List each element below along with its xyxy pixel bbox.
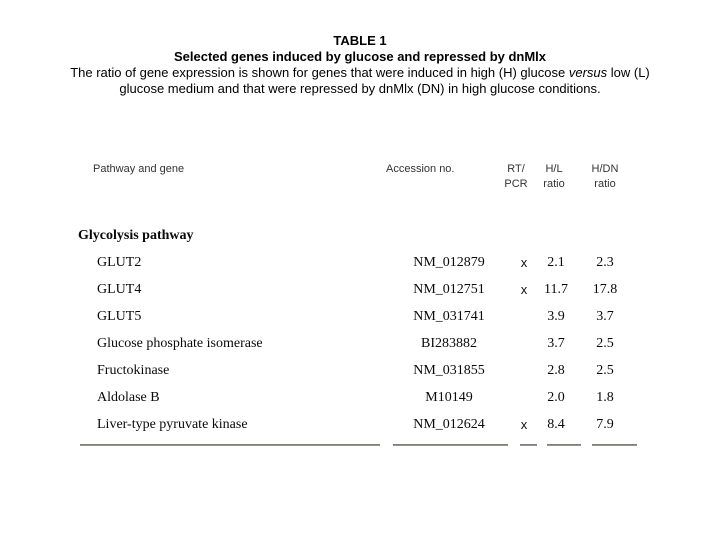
accession-no: NM_031741 <box>413 309 485 324</box>
rule-hl-column <box>547 444 581 446</box>
rule-hdn-column <box>592 444 637 446</box>
caption-versus-italic: versus <box>568 65 608 80</box>
table-row: Fructokinase NM_031855 2.8 2.5 <box>0 357 720 384</box>
rt-pcr-mark: x <box>520 417 528 432</box>
table-caption-line1: The ratio of gene expression is shown fo… <box>0 65 720 81</box>
hdn-ratio-value: 17.8 <box>592 282 618 297</box>
hdn-ratio-value: 3.7 <box>596 309 614 324</box>
header-pathway-and-gene: Pathway and gene <box>93 163 185 175</box>
hl-ratio-value: 3.9 <box>547 309 565 324</box>
hl-ratio-value: 3.7 <box>547 336 565 351</box>
gene-name: Aldolase B <box>97 390 160 405</box>
gene-name: GLUT5 <box>97 309 142 324</box>
header-hl-line2: ratio <box>543 178 565 190</box>
table-subtitle: Selected genes induced by glucose and re… <box>173 49 547 64</box>
caption-text-post: low (L) <box>607 65 650 80</box>
hl-ratio-value: 2.0 <box>547 390 565 405</box>
hl-ratio-value: 2.1 <box>547 255 565 270</box>
gene-name: GLUT2 <box>97 255 142 270</box>
hdn-ratio-value: 2.5 <box>596 363 614 378</box>
section-row-glycolysis: Glycolysis pathway <box>0 222 720 249</box>
header-hl-line1: H/L <box>545 163 563 175</box>
header-rt-pcr-line1: RT/ <box>507 163 525 175</box>
caption-text-pre: The ratio of gene expression is shown fo… <box>70 65 569 80</box>
header-hdn-ratio: H/DN ratio <box>578 162 632 192</box>
accession-no: NM_031855 <box>413 363 485 378</box>
hdn-ratio-value: 1.8 <box>596 390 614 405</box>
table-number-title: TABLE 1 <box>333 33 387 48</box>
accession-no: NM_012624 <box>413 417 485 432</box>
gene-name: Glucose phosphate isomerase <box>97 336 263 351</box>
table-row: Aldolase B M10149 2.0 1.8 <box>0 384 720 411</box>
table-body: Glycolysis pathway GLUT2 NM_012879 x 2.1… <box>0 222 720 438</box>
table-row: GLUT2 NM_012879 x 2.1 2.3 <box>0 249 720 276</box>
accession-no: M10149 <box>425 390 473 405</box>
section-title: Glycolysis pathway <box>78 228 194 243</box>
hl-ratio-value: 8.4 <box>547 417 565 432</box>
rt-pcr-mark: x <box>520 255 528 270</box>
gene-name: Fructokinase <box>97 363 170 378</box>
gene-name: Liver-type pyruvate kinase <box>97 417 248 432</box>
table-caption-line2: glucose medium and that were repressed b… <box>119 81 601 96</box>
accession-no: BI283882 <box>421 336 477 351</box>
title-block: TABLE 1 Selected genes induced by glucos… <box>0 33 720 97</box>
hl-ratio-value: 2.8 <box>547 363 565 378</box>
accession-no: NM_012751 <box>413 282 485 297</box>
hdn-ratio-value: 2.5 <box>596 336 614 351</box>
rule-pathway-column <box>80 444 380 446</box>
header-rt-pcr: RT/ PCR <box>491 162 541 192</box>
header-hdn-line1: H/DN <box>591 163 619 175</box>
table-row: GLUT4 NM_012751 x 11.7 17.8 <box>0 276 720 303</box>
header-rt-pcr-line2: PCR <box>504 178 528 190</box>
table-row: Liver-type pyruvate kinase NM_012624 x 8… <box>0 411 720 438</box>
hdn-ratio-value: 2.3 <box>596 255 614 270</box>
rt-pcr-mark: x <box>520 282 528 297</box>
table-row: GLUT5 NM_031741 3.9 3.7 <box>0 303 720 330</box>
table-bottom-rules <box>0 444 720 446</box>
hl-ratio-value: 11.7 <box>544 282 568 297</box>
hdn-ratio-value: 7.9 <box>596 417 614 432</box>
header-hdn-line2: ratio <box>594 178 616 190</box>
table-row: Glucose phosphate isomerase BI283882 3.7… <box>0 330 720 357</box>
rule-rtpcr-column <box>520 444 537 446</box>
gene-name: GLUT4 <box>97 282 142 297</box>
rule-accession-column <box>393 444 508 446</box>
header-hl-ratio: H/L ratio <box>529 162 579 192</box>
header-accession-no: Accession no. <box>386 163 455 175</box>
accession-no: NM_012879 <box>413 255 485 270</box>
